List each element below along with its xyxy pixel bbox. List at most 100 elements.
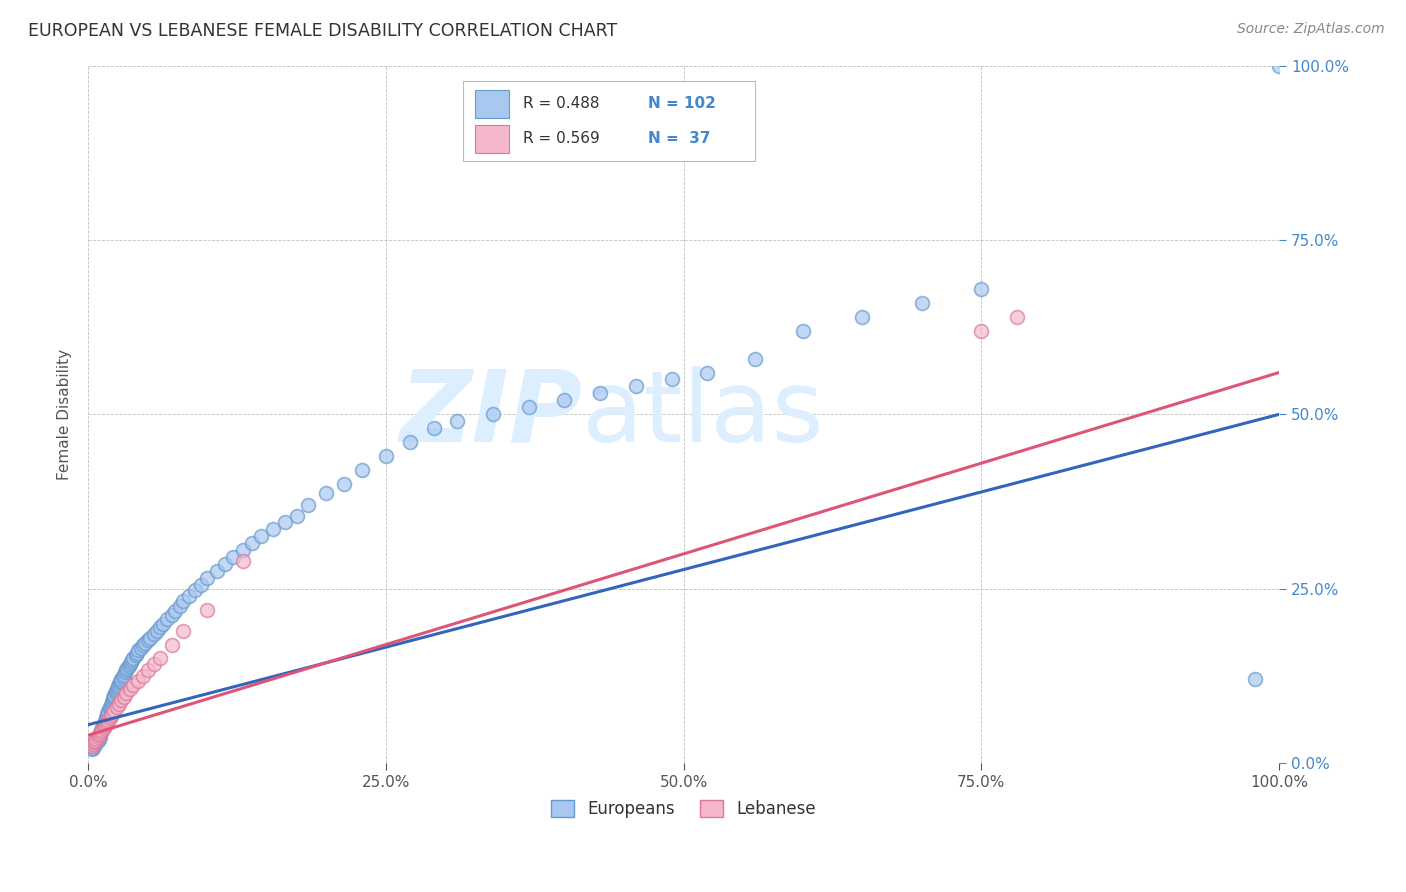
Point — [112, 667, 135, 681]
Point — [250, 529, 273, 543]
Point — [792, 324, 814, 338]
Point — [911, 295, 934, 310]
Point — [98, 702, 121, 716]
Point — [517, 401, 540, 415]
Point — [103, 704, 125, 718]
Point — [89, 727, 111, 741]
Point — [105, 700, 128, 714]
Point — [107, 681, 129, 695]
Text: N = 102: N = 102 — [648, 96, 716, 112]
Point — [127, 673, 149, 688]
Point — [84, 737, 107, 751]
Point — [273, 516, 295, 530]
Point — [86, 734, 108, 748]
Point — [104, 684, 127, 698]
Point — [136, 664, 159, 678]
Point — [315, 486, 337, 500]
Point — [110, 675, 132, 690]
Point — [139, 631, 162, 645]
Point — [86, 730, 108, 744]
Point — [125, 648, 148, 662]
Point — [146, 624, 169, 638]
Point — [103, 690, 125, 704]
Point — [970, 324, 993, 338]
Point — [624, 379, 647, 393]
Point — [149, 620, 172, 634]
Point — [93, 719, 115, 733]
Point — [120, 655, 142, 669]
Point — [110, 693, 132, 707]
Point — [661, 372, 683, 386]
Point — [285, 508, 308, 523]
Point — [94, 713, 117, 727]
Point — [112, 690, 135, 704]
Point — [84, 734, 107, 748]
Point — [172, 624, 194, 638]
Point — [970, 282, 993, 296]
Point — [100, 708, 122, 723]
Point — [169, 599, 191, 614]
Point — [89, 727, 111, 741]
Point — [110, 672, 132, 686]
Point — [97, 706, 120, 720]
Point — [91, 721, 114, 735]
FancyBboxPatch shape — [475, 90, 509, 118]
Point — [111, 670, 134, 684]
Point — [90, 724, 112, 739]
Point — [205, 564, 228, 578]
Point — [156, 612, 179, 626]
Point — [82, 740, 104, 755]
Point — [149, 650, 172, 665]
Point — [87, 731, 110, 746]
Point — [82, 737, 104, 751]
Point — [136, 633, 159, 648]
Point — [97, 713, 120, 727]
Point — [118, 682, 141, 697]
Point — [101, 691, 124, 706]
Point — [117, 659, 139, 673]
FancyBboxPatch shape — [463, 81, 755, 161]
Point — [114, 665, 136, 680]
Point — [333, 477, 356, 491]
Point — [117, 661, 139, 675]
Point — [86, 731, 108, 746]
Point — [83, 739, 105, 753]
Point — [80, 742, 103, 756]
Point — [352, 463, 374, 477]
Point — [422, 421, 444, 435]
Point — [214, 558, 236, 572]
Point — [262, 523, 284, 537]
Point — [86, 735, 108, 749]
Point — [179, 589, 201, 603]
Point — [1244, 673, 1267, 687]
Point — [94, 717, 117, 731]
Point — [142, 627, 165, 641]
Point — [222, 550, 245, 565]
Legend: Europeans, Lebanese: Europeans, Lebanese — [544, 793, 823, 824]
Point — [105, 682, 128, 697]
Point — [195, 571, 218, 585]
Point — [103, 688, 125, 702]
Point — [94, 714, 117, 729]
Point — [96, 709, 118, 723]
Point — [110, 673, 132, 688]
Point — [97, 704, 120, 718]
Point — [127, 643, 149, 657]
Point — [1005, 310, 1028, 324]
Text: Source: ZipAtlas.com: Source: ZipAtlas.com — [1237, 22, 1385, 37]
Point — [398, 435, 420, 450]
Point — [80, 739, 103, 753]
Point — [98, 700, 121, 714]
Point — [744, 351, 766, 366]
Point — [142, 657, 165, 671]
Point — [696, 366, 718, 380]
Point — [98, 711, 121, 725]
Text: ZIP: ZIP — [399, 366, 582, 463]
Point — [232, 543, 254, 558]
Point — [125, 646, 148, 660]
Point — [297, 498, 319, 512]
Point — [93, 721, 115, 735]
Point — [190, 577, 212, 591]
Point — [107, 680, 129, 694]
Point — [101, 706, 124, 721]
